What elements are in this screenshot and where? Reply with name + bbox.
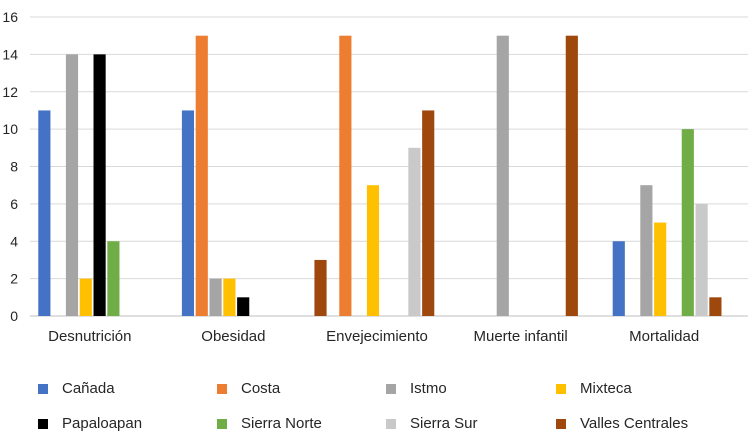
legend-swatch — [386, 383, 396, 394]
legend-item: Sierra Norte — [217, 415, 322, 432]
legend-item: Papaloapan — [38, 415, 142, 432]
legend-swatch — [217, 418, 227, 429]
bar — [209, 278, 222, 316]
bar — [93, 54, 106, 316]
legend-swatch — [38, 418, 48, 429]
legend-item: Sierra Sur — [386, 415, 478, 432]
bar — [79, 278, 92, 316]
legend-swatch — [38, 383, 48, 394]
y-tick-label: 12 — [2, 84, 18, 100]
legend-label: Sierra Sur — [410, 415, 478, 432]
y-tick-label: 4 — [10, 233, 18, 249]
legend-swatch — [217, 383, 227, 394]
bar — [38, 110, 51, 316]
y-tick-label: 14 — [2, 46, 18, 62]
bar — [422, 110, 435, 316]
x-axis-labels: Desnutrición Obesidad Envejecimiento Muerte… — [48, 328, 699, 345]
y-tick-label: 6 — [10, 196, 18, 212]
legend-item: Mixteca — [556, 380, 632, 397]
legend-item: Cañada — [38, 380, 115, 397]
y-tick-label: 16 — [2, 9, 18, 25]
bar — [65, 54, 79, 316]
bar — [408, 147, 421, 316]
y-tick-label: 8 — [10, 159, 18, 175]
bar — [654, 222, 667, 316]
bar — [640, 185, 653, 316]
bar — [496, 35, 509, 316]
bar — [237, 297, 250, 316]
legend-label: Mixteca — [580, 380, 632, 397]
bar — [314, 259, 327, 316]
bar — [709, 297, 722, 316]
legend-label: Istmo — [410, 380, 447, 397]
bar — [366, 185, 380, 316]
legend-label: Sierra Norte — [241, 415, 322, 432]
bars — [38, 35, 722, 316]
x-category-label: Muerte infantil — [473, 328, 567, 345]
y-tick-label: 2 — [10, 271, 18, 287]
legend-item: Istmo — [386, 380, 447, 397]
legend-item: Costa — [217, 380, 280, 397]
y-tick-label: 0 — [10, 308, 18, 324]
bar — [181, 110, 195, 316]
bar — [195, 35, 208, 316]
bar — [339, 35, 352, 316]
legend-swatch — [556, 418, 566, 429]
x-category-label: Desnutrición — [48, 328, 131, 345]
x-category-label: Envejecimiento — [326, 328, 428, 345]
bar — [223, 278, 236, 316]
legend-swatch — [386, 418, 396, 429]
bar — [681, 129, 694, 316]
y-axis-ticks: 0 2 4 6 8 10 12 14 16 — [2, 9, 18, 324]
x-category-label: Obesidad — [201, 328, 265, 345]
gridlines — [30, 16, 748, 317]
legend-item: Valles Centrales — [556, 415, 688, 432]
x-category-label: Mortalidad — [629, 328, 699, 345]
bar — [107, 241, 120, 316]
legend-label: Cañada — [62, 380, 115, 397]
legend-swatch — [556, 383, 566, 394]
bar — [612, 241, 625, 316]
bar — [565, 35, 578, 316]
y-tick-label: 10 — [2, 121, 18, 137]
legend-label: Valles Centrales — [580, 415, 689, 432]
bar — [695, 203, 708, 316]
legend-label: Costa — [241, 380, 281, 397]
legend-label: Papaloapan — [62, 415, 143, 432]
